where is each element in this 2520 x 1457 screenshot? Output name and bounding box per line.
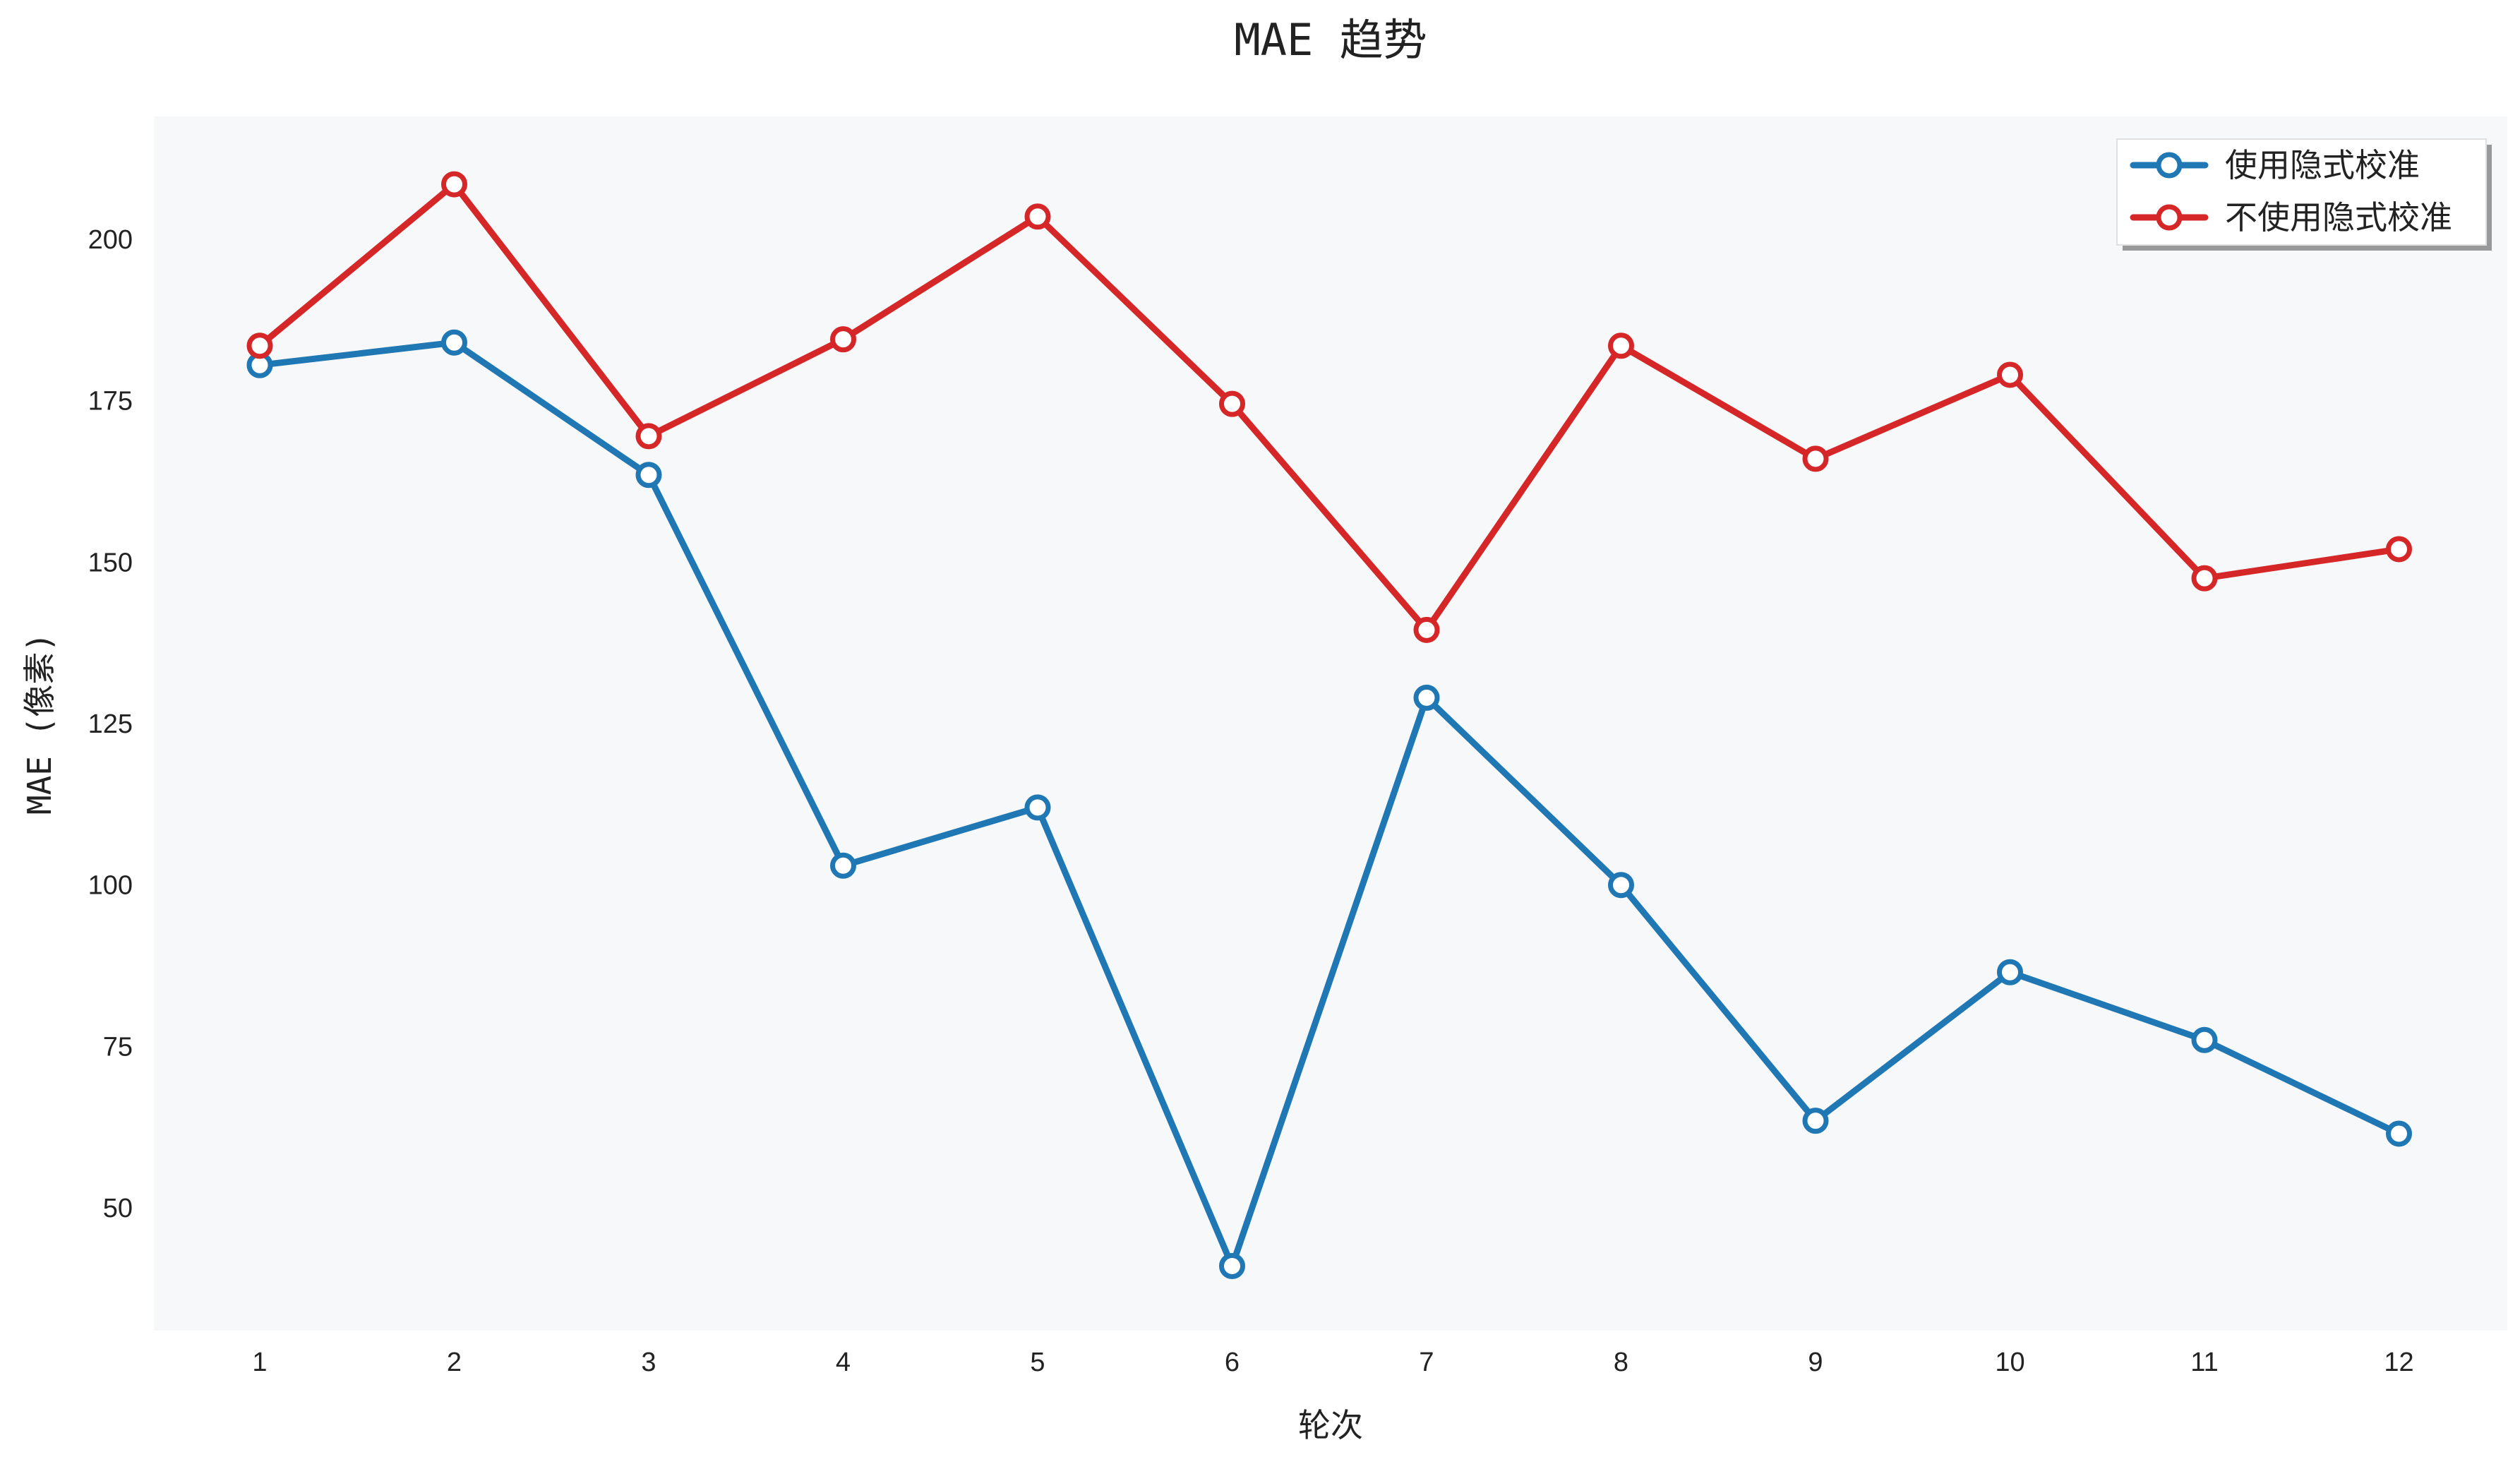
x-tick-label: 8	[1614, 1348, 1628, 1377]
x-tick-label: 11	[2190, 1348, 2218, 1377]
x-tick-label: 3	[641, 1348, 656, 1377]
legend-label: 不使用隐式校准	[2225, 198, 2452, 236]
data-point	[1219, 390, 1245, 417]
data-point	[1024, 794, 1051, 821]
data-point	[2386, 1120, 2412, 1147]
data-point	[2191, 1026, 2218, 1053]
x-tick-label: 1	[252, 1348, 267, 1377]
y-axis-ticks: 50 75 100 125 150 175 200	[88, 225, 133, 1223]
y-tick-label: 50	[103, 1194, 133, 1223]
x-tick-label: 6	[1225, 1348, 1240, 1377]
data-point	[1219, 1253, 1245, 1280]
x-axis-ticks: 1 2 3 4 5 6 7 8 9 10 11 12	[252, 1348, 2413, 1377]
x-tick-label: 12	[2384, 1348, 2413, 1377]
data-point	[1413, 616, 1440, 643]
legend-label: 使用隐式校准	[2225, 146, 2420, 184]
x-tick-label: 7	[1419, 1348, 1434, 1377]
series-1	[246, 329, 2412, 1280]
data-point	[246, 332, 273, 359]
data-point	[1608, 332, 1634, 359]
x-tick-label: 9	[1808, 1348, 1823, 1377]
data-point	[635, 462, 662, 488]
x-tick-label: 5	[1030, 1348, 1045, 1377]
legend-marker	[2156, 152, 2183, 179]
data-point	[1802, 445, 1829, 472]
series-line	[256, 339, 2402, 1270]
data-point	[441, 329, 467, 356]
y-tick-label: 100	[88, 871, 133, 901]
y-tick-label: 75	[103, 1032, 133, 1062]
series-2	[246, 171, 2412, 643]
y-tick-label: 125	[88, 709, 133, 739]
data-point	[1608, 872, 1634, 899]
data-point	[830, 852, 856, 879]
chart-title: MAE 趋势	[1234, 14, 1427, 66]
data-point	[1997, 361, 2023, 388]
y-tick-label: 200	[88, 225, 133, 255]
series-line	[256, 181, 2402, 633]
x-tick-label: 4	[836, 1348, 851, 1377]
data-point	[441, 171, 467, 198]
plot-area	[154, 116, 2507, 1331]
x-tick-label: 10	[1995, 1348, 2024, 1377]
data-point	[1802, 1108, 1829, 1134]
data-point	[2386, 536, 2412, 563]
data-point	[1413, 684, 1440, 711]
data-point	[2191, 565, 2218, 592]
x-axis-label: 轮次	[1298, 1406, 1363, 1444]
y-tick-label: 150	[88, 548, 133, 577]
data-point	[830, 326, 856, 353]
data-point	[635, 423, 662, 450]
legend-marker	[2156, 204, 2183, 231]
y-tick-label: 175	[88, 387, 133, 416]
series-layer	[246, 171, 2412, 1280]
x-tick-label: 2	[447, 1348, 462, 1377]
y-axis-label: MAE (像素)	[20, 632, 59, 815]
data-point	[1997, 959, 2023, 985]
data-point	[1024, 203, 1051, 230]
